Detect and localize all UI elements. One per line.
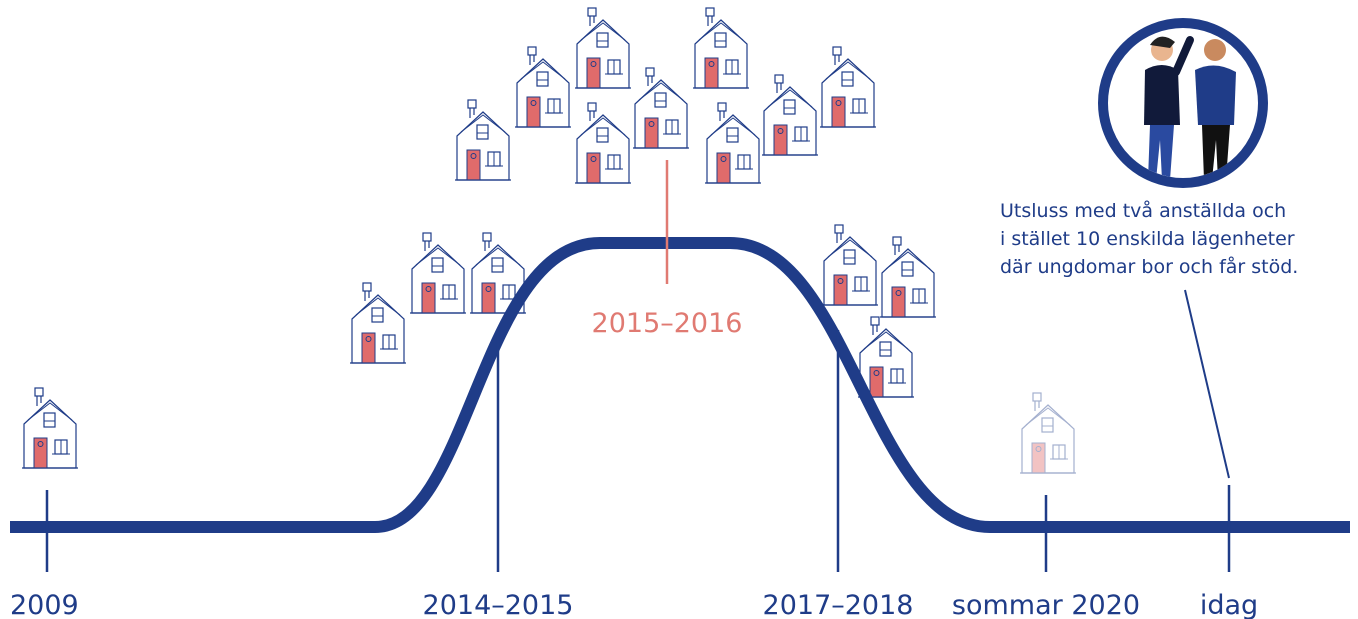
label: 2017–2018 [763,590,914,619]
timeline-graphic: 2009 2014–2015 2015–2016 2017–2018 somma… [0,0,1358,619]
label: 2014–2015 [423,590,574,619]
label: sommar 2020 [952,590,1140,619]
annotation-line: Utsluss med två anställda och [1000,199,1286,222]
timeline-curve [10,243,1350,527]
annotation-line: i stället 10 enskilda lägenheter [1000,228,1295,250]
houses [22,8,1076,473]
label: 2015–2016 [592,308,743,339]
label: 2009 [10,590,79,619]
label: idag [1200,590,1258,619]
people-icon [1103,23,1263,183]
annotation-line: där ungdomar bor och får stöd. [1000,255,1298,278]
